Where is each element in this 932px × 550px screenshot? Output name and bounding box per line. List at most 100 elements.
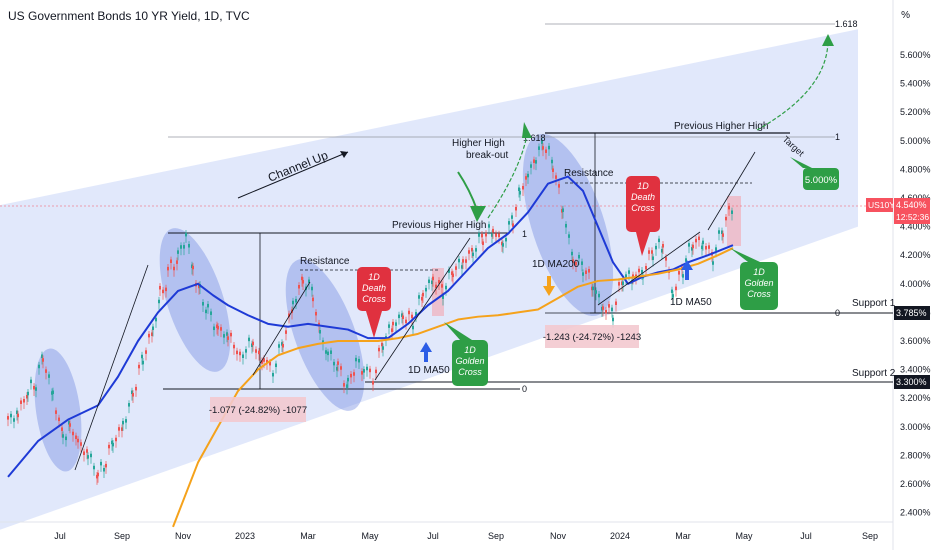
trend-arrow (374, 237, 471, 381)
y-tick-label: 4.200% (900, 250, 931, 260)
y-tick-label: 4.000% (900, 279, 931, 289)
symbol-tag-bg (866, 198, 893, 212)
trend-arrow (252, 281, 311, 376)
y-tick-label: 3.400% (900, 365, 931, 375)
fib-0-label: 0 (835, 308, 840, 318)
fib-0-label-2: 0 (522, 384, 527, 394)
x-tick-label: Jul (427, 531, 439, 541)
ma200-label: 1D MA200 (532, 259, 580, 270)
x-tick-label: 2024 (610, 531, 630, 541)
x-tick-label: May (361, 531, 379, 541)
y-tick-label: 4.400% (900, 222, 931, 232)
callout-text: 1D (753, 267, 765, 277)
resistance-label-2: Resistance (564, 168, 614, 179)
previous-higher-high-top-label: Previous Higher High (674, 121, 769, 132)
x-tick-label: Jul (54, 531, 66, 541)
callout-text: 1D (368, 272, 380, 282)
ma50-line (7, 175, 734, 478)
previous-higher-high-label: Previous Higher High (392, 220, 487, 231)
green-dashed-arrow-1 (487, 134, 528, 219)
support2-label: Support 2 (852, 368, 896, 379)
channel-up-arrowhead (340, 151, 348, 158)
cycle-ellipse (285, 259, 365, 411)
green-dashed-arrowhead-1 (522, 122, 532, 138)
ma50-up-arrow-2 (681, 260, 693, 280)
support2-tag-bg (894, 375, 930, 389)
ma50-label-1: 1D MA50 (408, 365, 450, 376)
support1-tag-bg (894, 306, 930, 320)
callout-text: Cross (362, 294, 386, 304)
ma200-down-arrow (543, 276, 555, 296)
resistance-label-1: Resistance (300, 256, 350, 267)
trend-arrow (707, 151, 756, 231)
price-candles (7, 137, 733, 485)
golden-cross-box (432, 268, 444, 316)
fib-1-label-2: 1 (522, 229, 527, 239)
y-tick-label: 3.600% (900, 336, 931, 346)
fib-1618-label-2: 1.618 (523, 133, 546, 143)
support1-label: Support 1 (852, 298, 896, 309)
callout-text: Death (631, 192, 655, 202)
x-tick-label: Sep (114, 531, 130, 541)
symbol-tag: US10Y (868, 200, 895, 210)
callout-text: Death (362, 283, 386, 293)
x-tick-label: Nov (550, 531, 567, 541)
target-box-tail (790, 157, 812, 168)
drop-label-2: -1.243 (-24.72%) -1243 (543, 332, 641, 343)
y-tick-label: 4.800% (900, 164, 931, 174)
breakout-arrowhead (470, 206, 486, 222)
drop-box-1 (210, 397, 306, 422)
support1-tag: 3.785% (896, 308, 927, 318)
x-tick-label: Nov (175, 531, 192, 541)
target-box (803, 168, 839, 190)
last-price-tag-bg (894, 198, 930, 224)
trend-arrow (597, 231, 701, 306)
callout-text: Cross (458, 367, 482, 377)
y-tick-label: 2.600% (900, 479, 931, 489)
channel-up-arrow (237, 151, 349, 199)
drop-label-1: -1.077 (-24.82%) -1077 (209, 405, 307, 416)
x-tick-label: Sep (862, 531, 878, 541)
trend-arrow (74, 264, 149, 471)
cycle-ellipse (522, 133, 614, 317)
y-tick-label: 3.200% (900, 393, 931, 403)
x-tick-label: Sep (488, 531, 504, 541)
green-dashed-arrow-2 (756, 39, 829, 131)
y-tick-label: 2.800% (900, 450, 931, 460)
callout-text: Cross (631, 203, 655, 213)
countdown-tag: 12:52:36 (896, 212, 929, 222)
chart-title: US Government Bonds 10 YR Yield, 1D, TVC (8, 9, 250, 23)
breakout-label: break-out (466, 150, 508, 161)
y-tick-label: 5.200% (900, 107, 931, 117)
callout-text: 1D (464, 345, 476, 355)
ma50-label-2: 1D MA50 (670, 297, 712, 308)
fib-1-label: 1 (835, 132, 840, 142)
y-tick-label: 5.400% (900, 79, 931, 89)
callout-text: Golden (744, 278, 773, 288)
x-tick-label: 2023 (235, 531, 255, 541)
y-tick-label: 5.000% (900, 136, 931, 146)
current-box (727, 196, 741, 246)
drop-box-2 (545, 325, 639, 348)
target-value-label: 5.000% (805, 175, 838, 186)
callout-text: 1D (637, 181, 649, 191)
last-price-tag: 4.540% (896, 200, 927, 210)
x-tick-label: Mar (675, 531, 691, 541)
support2-tag: 3.300% (896, 377, 927, 387)
ma200-line (172, 247, 734, 528)
unit-symbol: % (901, 10, 910, 21)
callout-text: Cross (747, 289, 771, 299)
y-tick-label: 2.400% (900, 508, 931, 518)
higher-high-label: Higher High (452, 138, 505, 149)
y-tick-label: 3.000% (900, 422, 931, 432)
fib-1618-label: 1.618 (835, 19, 858, 29)
x-tick-label: Jul (800, 531, 812, 541)
x-tick-label: May (735, 531, 753, 541)
callout-text: Golden (455, 356, 484, 366)
